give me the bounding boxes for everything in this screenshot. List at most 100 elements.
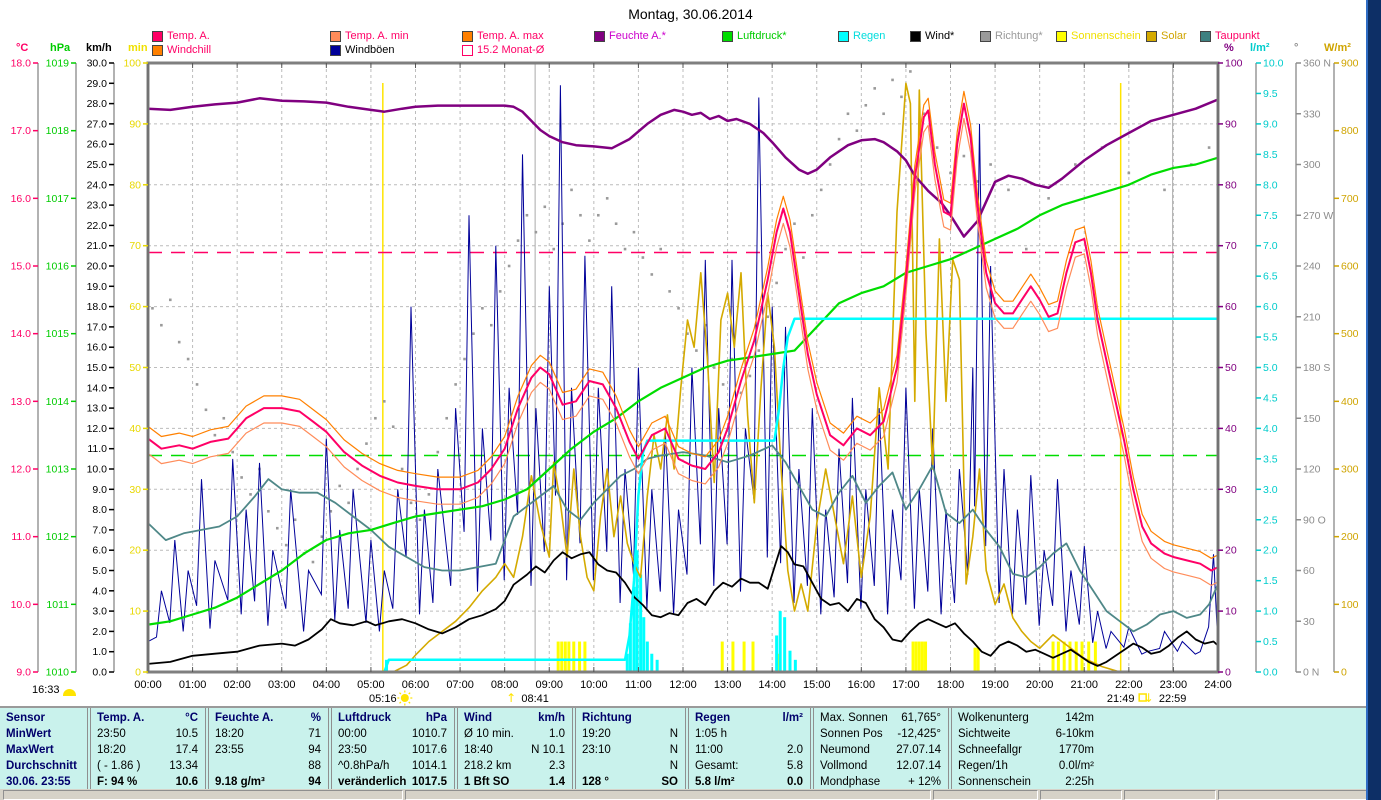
svg-text:1016: 1016 [46, 261, 70, 273]
table-col-info-1: Max. Sonnen 61,765° Sonnen Pos -12,425° Neum… [813, 708, 949, 790]
svg-text:7.5: 7.5 [1263, 210, 1278, 222]
cell-value: 1770m [1058, 744, 1094, 756]
svg-text:24:00: 24:00 [1204, 679, 1232, 691]
legend-swatch-temp-a-min [330, 30, 341, 42]
cell-label: Schneefallgr [958, 744, 1022, 756]
svg-text:30: 30 [1225, 484, 1237, 496]
cell-value: 1.0 [549, 728, 565, 740]
legend-swatch-luftdruck [722, 30, 733, 42]
svg-text:60: 60 [1225, 301, 1237, 313]
cell-value: N [669, 744, 678, 756]
svg-text:100: 100 [123, 58, 141, 70]
cell-value: N 10.1 [531, 744, 565, 756]
svg-text:22:00: 22:00 [1115, 679, 1143, 691]
svg-text:21.0: 21.0 [87, 240, 108, 252]
svg-text:13.0: 13.0 [87, 403, 108, 415]
svg-text:00:00: 00:00 [134, 679, 162, 691]
cell-label: Durchschnitt [6, 760, 77, 772]
svg-text:5.0: 5.0 [1263, 362, 1278, 374]
cell-label: 23:50 [338, 744, 367, 756]
cell-label: Sonnenschein [958, 776, 1031, 788]
legend-item-temp-a-max: Temp. A. max [462, 30, 544, 42]
cell-label: Wind [464, 712, 492, 724]
table-row: veränderlich 1017.5 [338, 774, 447, 790]
svg-text:90 O: 90 O [1303, 514, 1326, 526]
page-title: Montag, 30.06.2014 [628, 6, 753, 22]
table-row: 128 ° SO [582, 774, 678, 790]
svg-text:3.0: 3.0 [1263, 484, 1278, 496]
table-row: 11:00 2.0 [695, 742, 803, 758]
table-col-richtung: Richtung 19:20 N 23:10 N N 128 ° SO [575, 708, 686, 790]
cell-value: 94 [308, 744, 321, 756]
table-row: 9.18 g/m³ 94 [215, 774, 321, 790]
svg-text:120: 120 [1303, 464, 1321, 476]
cell-label: Ø 10 min. [464, 728, 514, 740]
legend-item-feuchte-a: Feuchte A.* [594, 30, 666, 42]
svg-text:10.0: 10.0 [11, 599, 32, 611]
table-row: 18:20 17.4 [97, 742, 198, 758]
svg-text:9.0: 9.0 [1263, 118, 1278, 130]
svg-text:18.0: 18.0 [11, 58, 32, 70]
cell-value: 13.34 [169, 760, 198, 772]
cell-value: 142m [1065, 712, 1094, 724]
table-row: Durchschnitt [6, 758, 80, 774]
cell-value: 6-10km [1055, 728, 1094, 740]
svg-text:8.0: 8.0 [1263, 179, 1278, 191]
table-row: Regen/1h 0.0l/m² [958, 758, 1094, 774]
svg-text:04:00: 04:00 [313, 679, 341, 691]
axis-pct: 0 10 20 30 40 50 60 70 80 90 100 [1217, 58, 1243, 679]
axis-dir: 0 N 30 60 90 O 120 150 180 S 210 240 270 W 300 330 3… [1295, 58, 1333, 679]
moon-transit-label: 16:33 [32, 684, 60, 696]
table-row: Regen l/m² [695, 710, 803, 726]
svg-text:100: 100 [1225, 58, 1243, 70]
table-col-luftdruck: Luftdruck hPa 00:00 1010.7 23:50 1017.6 ^0.8hP… [331, 708, 455, 790]
svg-text:2.0: 2.0 [1263, 545, 1278, 557]
axis-temp-c: 9.0 10.0 11.0 12.0 13.0 14.0 15.0 16.0 17.0 18.0 [11, 58, 39, 679]
legend-item-temp-a: Temp. A. [152, 30, 210, 42]
series-windboeen [147, 85, 1219, 655]
svg-text:2.0: 2.0 [92, 626, 107, 638]
svg-text:1017: 1017 [46, 193, 70, 205]
legend-swatch-regen [838, 30, 849, 42]
statusbar-segment-5 [1124, 790, 1216, 800]
svg-text:0.0: 0.0 [92, 667, 107, 679]
table-row: 00:00 1010.7 [338, 726, 447, 742]
legend-swatch-solar [1146, 30, 1157, 42]
svg-text:900: 900 [1341, 58, 1359, 70]
cell-label: Sichtweite [958, 728, 1011, 740]
svg-text:30: 30 [129, 484, 141, 496]
svg-text:0: 0 [1225, 667, 1231, 679]
axis-kmh: 0.0 1.0 2.0 3.0 4.0 5.0 6.0 7.0 8.0 9.0 10.0 11.0 12… [87, 58, 115, 679]
svg-text:60: 60 [129, 301, 141, 313]
cell-label: 19:20 [582, 728, 611, 740]
table-row: Ø 10 min. 1.0 [464, 726, 565, 742]
svg-text:10.0: 10.0 [87, 464, 108, 476]
axis-header-min: min [128, 42, 148, 54]
svg-text:23:00: 23:00 [1160, 679, 1188, 691]
cell-label: Sensor [6, 712, 45, 724]
svg-text:03:00: 03:00 [268, 679, 296, 691]
svg-text:29.0: 29.0 [87, 78, 108, 90]
svg-text:14.0: 14.0 [11, 328, 32, 340]
svg-text:80: 80 [1225, 179, 1237, 191]
cell-label: 1:05 h [695, 728, 727, 740]
svg-text:600: 600 [1341, 261, 1359, 273]
svg-text:22.0: 22.0 [87, 220, 108, 232]
cell-label: 128 ° [582, 776, 609, 788]
axis-lm2: 0.0 0.5 1.0 1.5 2.0 2.5 3.0 3.5 4.0 4.5 5.0 5.5 6.0 6… [1255, 58, 1284, 679]
cell-value: N [669, 760, 678, 772]
table-col-wind: Wind km/h Ø 10 min. 1.0 18:40 N 10.1 218.2 km 2… [457, 708, 573, 790]
svg-text:09:00: 09:00 [535, 679, 563, 691]
svg-text:0.5: 0.5 [1263, 636, 1278, 648]
cell-value: °C [185, 712, 198, 724]
cell-label: Temp. A. [97, 712, 145, 724]
moon-transit-time: 16:33 [32, 684, 76, 696]
svg-text:15.0: 15.0 [11, 261, 32, 273]
cell-label: Gesamt: [695, 760, 739, 772]
series-temp [147, 102, 1219, 572]
cell-value: 1014.1 [411, 760, 447, 772]
cell-label: veränderlich [338, 776, 407, 788]
table-row: Max. Sonnen 61,765° [820, 710, 941, 726]
table-col-feuchte-a: Feuchte A.% 18:20 71 23:55 94 88 9.18 g/m³ 94 [208, 708, 329, 790]
